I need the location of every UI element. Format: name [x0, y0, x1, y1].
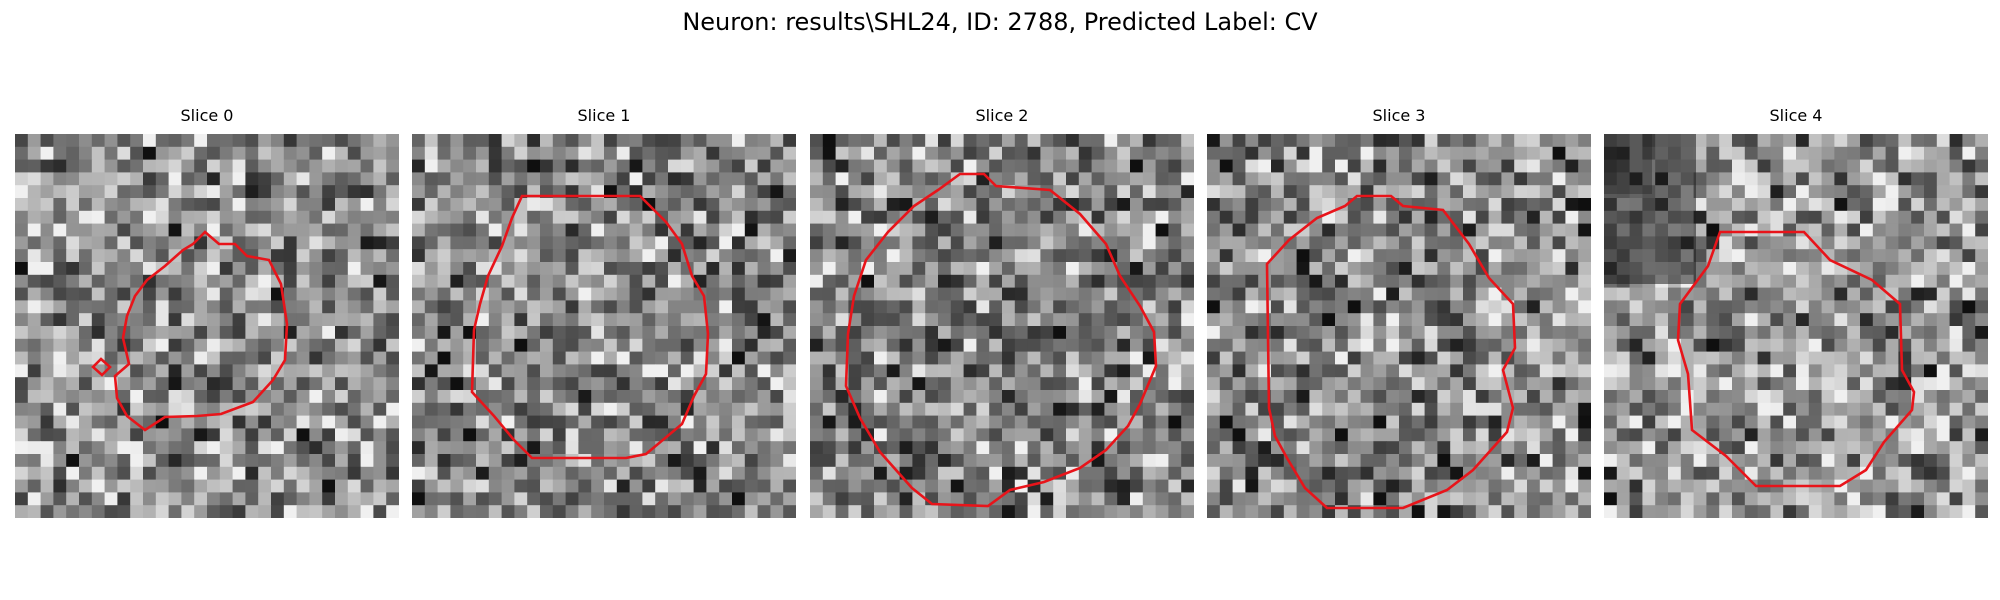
slice-image — [1207, 134, 1591, 518]
slice-image — [412, 134, 796, 518]
grayscale-pixel-grid — [1207, 134, 1591, 518]
slice-image — [15, 134, 399, 518]
slice-title: Slice 1 — [412, 106, 796, 126]
slice-title: Slice 4 — [1604, 106, 1988, 126]
dark-region — [1604, 134, 1652, 194]
grayscale-pixel-grid — [15, 134, 399, 518]
slice-title: Slice 0 — [15, 106, 399, 126]
slice-panel-0: Slice 0 — [15, 106, 399, 521]
grayscale-pixel-grid — [810, 134, 1194, 518]
slice-panel-3: Slice 3 — [1207, 106, 1591, 521]
grayscale-pixel-grid — [412, 134, 796, 518]
slice-title: Slice 3 — [1207, 106, 1591, 126]
slice-panel-4: Slice 4 — [1604, 106, 1988, 521]
slice-title: Slice 2 — [810, 106, 1194, 126]
slice-panel-1: Slice 1 — [412, 106, 796, 521]
slice-panel-2: Slice 2 — [810, 106, 1194, 521]
slice-image — [810, 134, 1194, 518]
slice-image — [1604, 134, 1988, 518]
figure-title: Neuron: results\SHL24, ID: 2788, Predict… — [0, 6, 2000, 38]
